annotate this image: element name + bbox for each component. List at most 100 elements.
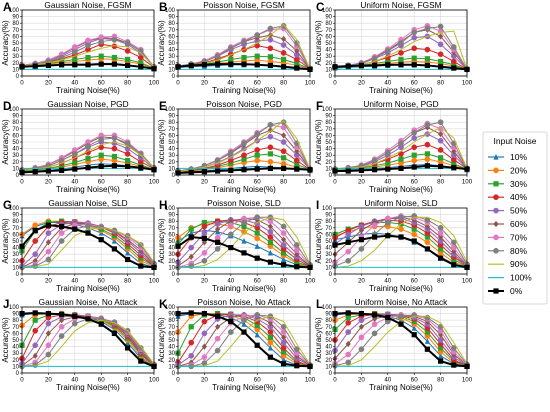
x-tick-label: 80 (124, 80, 131, 87)
data-point (358, 346, 365, 353)
data-point (267, 259, 273, 265)
panel-letter: D (3, 101, 11, 113)
data-point (411, 62, 417, 68)
x-tick-label: 40 (384, 179, 391, 186)
data-point (241, 38, 247, 45)
data-point (267, 144, 274, 151)
data-point (437, 41, 444, 48)
x-tick-label: 40 (227, 80, 234, 87)
x-tick-label: 0 (20, 80, 24, 87)
y-tick-label: 30 (168, 351, 175, 357)
panel-letter: F (316, 101, 323, 113)
x-tick-label: 100 (149, 179, 160, 186)
data-point (267, 239, 273, 245)
data-point (32, 342, 39, 349)
y-tick-label: 0 (329, 371, 333, 377)
data-point (437, 51, 444, 58)
y-axis-label: Accuracy(%) (314, 218, 323, 264)
data-point (241, 321, 247, 327)
data-point (450, 58, 457, 65)
data-point (438, 155, 444, 161)
x-tick-label: 60 (98, 278, 105, 285)
data-point (254, 157, 261, 164)
data-point (254, 53, 260, 59)
y-tick-label: 60 (12, 331, 19, 337)
y-tick-label: 30 (12, 252, 19, 258)
data-point (188, 226, 194, 232)
data-point (294, 65, 300, 71)
legend-label: 40% (510, 192, 527, 202)
panel-letter: A (3, 2, 11, 14)
data-point (424, 151, 430, 157)
data-point (372, 167, 378, 173)
data-point (45, 248, 52, 255)
data-point (345, 239, 351, 245)
data-point (215, 313, 221, 319)
y-tick-label: 0 (16, 173, 20, 179)
data-point (411, 29, 418, 36)
data-point (98, 53, 104, 59)
data-point (227, 222, 234, 229)
data-point (59, 223, 65, 230)
x-tick-label: 20 (358, 80, 365, 87)
data-point (98, 38, 105, 45)
y-tick-label: 40 (12, 147, 19, 153)
data-point (281, 361, 287, 367)
data-point (111, 237, 117, 244)
y-tick-label: 20 (325, 358, 332, 364)
data-point (125, 56, 131, 63)
legend-label: 80% (510, 246, 527, 256)
data-point (411, 231, 418, 238)
y-tick-label: 90 (12, 213, 19, 219)
series-line (334, 126, 468, 171)
y-tick-label: 10 (325, 364, 332, 370)
data-point (201, 311, 207, 317)
legend-label: 70% (510, 232, 527, 242)
data-point (398, 321, 404, 327)
y-axis-label: Accuracy(%) (314, 119, 323, 165)
legend-box (482, 131, 548, 305)
data-point (85, 62, 91, 68)
y-tick-label: 10 (325, 67, 332, 73)
data-point (85, 143, 91, 149)
x-axis-label: Training Noise(%) (369, 185, 433, 194)
y-tick-label: 0 (16, 74, 20, 80)
data-point (345, 359, 352, 366)
data-point (32, 352, 38, 359)
data-point (59, 317, 65, 324)
data-point (45, 62, 51, 69)
x-tick-label: 100 (149, 278, 160, 285)
y-tick-label: 90 (325, 213, 332, 219)
y-axis-label: Accuracy(%) (314, 317, 323, 363)
data-point (32, 169, 38, 175)
y-tick-label: 80 (12, 219, 19, 225)
data-point (345, 248, 352, 255)
data-point (345, 319, 352, 326)
data-point (201, 62, 207, 68)
data-point (72, 313, 78, 319)
data-point (280, 230, 287, 236)
data-point (424, 338, 430, 344)
panel-letter: G (3, 200, 12, 212)
data-point (281, 262, 287, 268)
y-axis-label: Accuracy(%) (157, 20, 166, 66)
y-tick-label: 60 (168, 331, 175, 337)
data-point (254, 166, 260, 172)
data-point (111, 36, 118, 43)
y-tick-label: 80 (168, 120, 175, 126)
y-tick-label: 20 (168, 61, 175, 67)
data-point (227, 231, 234, 238)
data-point (98, 163, 104, 170)
data-point (124, 151, 131, 157)
y-tick-label: 60 (325, 232, 332, 238)
y-tick-label: 30 (168, 252, 175, 258)
y-axis-label: Accuracy(%) (314, 20, 323, 66)
x-tick-label: 40 (71, 80, 78, 87)
data-point (398, 214, 404, 221)
data-point (98, 136, 105, 143)
y-tick-label: 0 (329, 173, 333, 179)
data-point (254, 243, 260, 249)
x-axis-label: Training Noise(%) (212, 86, 276, 95)
data-point (201, 250, 208, 256)
